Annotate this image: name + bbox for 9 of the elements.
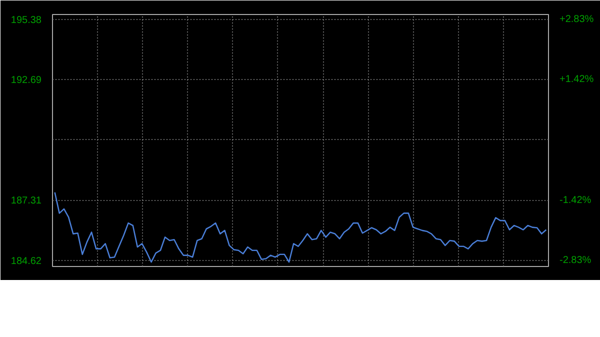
y-tick-label: 192.69 [10, 75, 42, 86]
y2-tick-label: -2.83% [560, 255, 592, 266]
y-tick-label: 184.62 [10, 256, 42, 267]
y2-tick-label: +1.42% [560, 74, 594, 86]
y2-tick-label: +2.83% [560, 14, 594, 26]
y2-tick-label: -1.42% [560, 195, 592, 206]
y-tick-label: 195.38 [10, 14, 42, 26]
y-tick-label: 187.31 [10, 196, 42, 207]
line-series [54, 192, 547, 263]
